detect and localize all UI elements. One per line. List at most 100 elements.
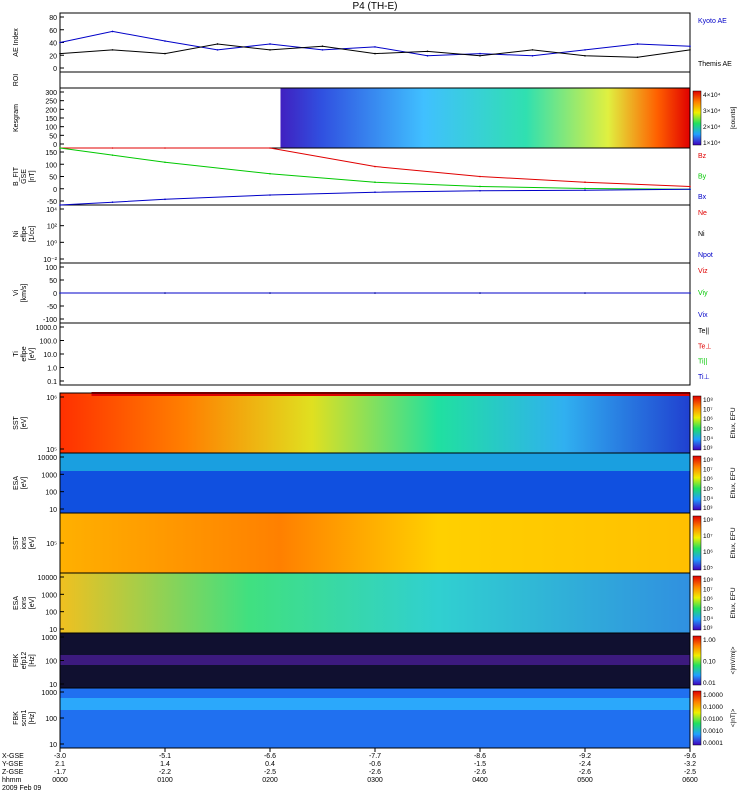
data-point: [216, 49, 219, 51]
tick-label: 10²: [47, 224, 58, 231]
sst-electron-spectrogram: [60, 393, 690, 453]
spectrogram-band: [60, 698, 690, 710]
data-point: [636, 56, 639, 59]
series-line-bx: [59, 188, 691, 206]
time-axis-value: -3.0: [54, 753, 66, 760]
data-point: [269, 194, 271, 196]
colorbar-strip: [692, 575, 702, 631]
panel-frame: [59, 71, 691, 89]
ylabel-line: ESA: [13, 476, 20, 490]
time-axis-value: -9.6: [684, 753, 696, 760]
data-point: [531, 49, 534, 51]
time-axis-value: -9.2: [579, 753, 591, 760]
colorbar-label: 10⁵: [703, 486, 713, 493]
tick-label: 10⁶: [46, 395, 57, 402]
tick-label: 0: [53, 187, 57, 194]
ylabel-line: [1/cc]: [29, 226, 36, 243]
time-axis-value: 0400: [472, 777, 488, 784]
colorbar-label: 10⁸: [703, 397, 713, 404]
colorbar-label: 1.00: [703, 637, 716, 644]
data-point: [164, 292, 166, 294]
colorbar-label: 3×10⁴: [703, 108, 721, 115]
colorbar-label: 10⁶: [703, 416, 713, 423]
series-line-themis-ae: [59, 43, 691, 58]
time-axis-row-label: hhmm: [2, 777, 22, 784]
data-point: [269, 49, 271, 51]
colorbar-strip: [692, 515, 702, 571]
panel-ylabel: SSTions[eV]: [13, 535, 36, 549]
time-axis-value: -3.2: [684, 761, 696, 768]
colorbar-label: 0.0001: [703, 740, 723, 747]
time-axis-row-label: Z-GSE: [2, 769, 24, 776]
ylabel-line: SST: [13, 535, 20, 549]
data-point: [374, 52, 376, 55]
colorbar-label: 0.0100: [703, 716, 723, 723]
tick-label: 100: [45, 490, 57, 497]
tick-label: 1000: [41, 472, 57, 479]
time-axis-row-label: Y-GSE: [2, 761, 23, 768]
tick-label: -50: [47, 199, 57, 206]
colorbar-sst_i: 10⁸ 10⁷ 10⁶ 10⁵ Eflux, EFU: [692, 515, 737, 572]
time-axis-value: 0300: [367, 777, 383, 784]
legend-entry: Bx: [698, 194, 707, 201]
time-axis-value: -6.6: [264, 753, 276, 760]
time-axis-value: -5.1: [159, 753, 171, 760]
spectrogram-band: [60, 655, 690, 665]
colorbar-sst_e: 10⁸ 10⁷ 10⁶ 10⁵ 10⁴ 10³ Eflux, EFU: [692, 395, 737, 452]
data-point: [374, 181, 376, 183]
tick-label: 50: [49, 175, 57, 182]
colorbar-label: 4×10⁴: [703, 92, 721, 99]
colorbar-label: 10⁴: [703, 435, 713, 442]
legend-entry: Ne: [698, 210, 707, 217]
colorbar-label: 10⁵: [703, 565, 713, 572]
legend-entry: Ni: [698, 231, 705, 238]
data-point: [689, 49, 691, 51]
series-line-by: [59, 147, 691, 190]
tick-label: 20: [49, 53, 57, 60]
colorbar-strip: [692, 455, 702, 511]
panel-fbk1: FBKefp12[Hz] 1000 100 10: [13, 632, 691, 689]
tick-label: 100: [45, 659, 57, 666]
panel-ylabel: SST[eV]: [13, 415, 28, 429]
tick-label: 1000: [41, 592, 57, 599]
time-axis-value: -8.6: [474, 753, 486, 760]
data-point: [111, 30, 114, 33]
ylabel-line: ESA: [13, 596, 20, 610]
data-point: [164, 161, 166, 164]
ylabel-line: scm1: [21, 710, 28, 727]
data-point: [479, 175, 481, 178]
data-point: [426, 50, 429, 53]
tick-label: 250: [45, 99, 57, 106]
data-point: [269, 292, 271, 294]
ylabel-line: [eV]: [21, 417, 28, 430]
tick-label: 100.0: [39, 339, 57, 346]
time-axis-value: -1.5: [474, 761, 486, 768]
legend-entry: Viy: [698, 290, 708, 297]
colorbar-label: 10⁷: [703, 533, 713, 540]
legend-entry: Te⊥: [698, 343, 712, 350]
data-point: [689, 188, 691, 191]
ylabel-line: SST: [13, 415, 20, 429]
panel-frame: [59, 12, 691, 73]
colorbar-unit: Eflux, EFU: [730, 587, 737, 618]
time-axis-value: -2.5: [684, 769, 696, 776]
ylabel-line: Vi: [13, 290, 20, 297]
tick-label: -50: [47, 304, 57, 311]
ylabel-line: Kesgram: [13, 104, 20, 132]
time-axis-value: -2.4: [579, 761, 591, 768]
tick-label: 100: [45, 162, 57, 169]
colorbar-unit: Eflux, EFU: [730, 407, 737, 438]
colorbar-strip: [692, 635, 702, 686]
time-axis-value: 0100: [157, 777, 173, 784]
colorbar-strip: [692, 395, 702, 451]
legend-entry: Te||: [698, 328, 709, 335]
ylabel-line: [Hz]: [29, 712, 36, 725]
tick-label: 10⁴: [46, 207, 57, 214]
tick-label: 1000: [41, 635, 57, 642]
time-axis-value: -2.6: [369, 769, 381, 776]
time-axis-value: -2.6: [579, 769, 591, 776]
colorbar-label: 10⁴: [703, 615, 713, 622]
tick-label: 10⁰: [46, 239, 57, 247]
